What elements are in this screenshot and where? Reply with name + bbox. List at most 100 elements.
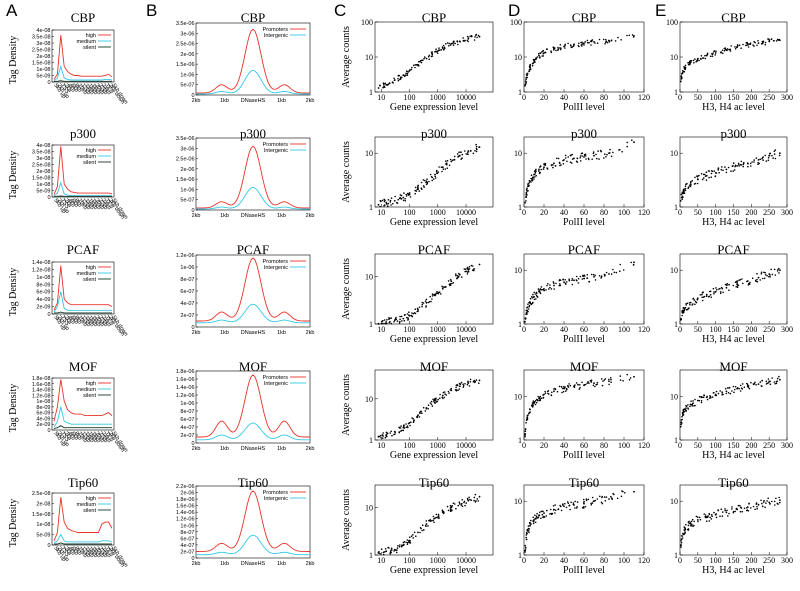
panel-e-xtick-label: 200 bbox=[745, 441, 757, 450]
panel-c-point bbox=[460, 504, 463, 506]
panel-c-point bbox=[429, 295, 432, 298]
panel-d-xtick-label: 20 bbox=[540, 556, 548, 565]
panel-e-point bbox=[710, 518, 713, 520]
panel-a-xtick-label: 6kb bbox=[69, 315, 79, 326]
panel-b-ytick-label: 3.5e-06 bbox=[176, 21, 195, 27]
panel-e-point bbox=[690, 524, 693, 527]
panel-a-ylabel: Tag Density bbox=[8, 36, 19, 84]
panel-b-ytick-label: 1.5e-06 bbox=[176, 62, 195, 68]
panel-c-point bbox=[447, 390, 450, 393]
panel-e-point bbox=[762, 501, 765, 503]
panel-d-xtick-label: 0 bbox=[522, 441, 526, 450]
panel-c-point bbox=[394, 318, 397, 320]
panel-e-xlabel: H3, H4 ac level bbox=[702, 217, 765, 228]
panel-d-point bbox=[538, 290, 540, 292]
panel-c-xtick-label: 10000 bbox=[456, 208, 476, 217]
panel-e-point bbox=[682, 191, 685, 193]
panel-d-point bbox=[554, 47, 556, 49]
panel-c-point bbox=[403, 424, 405, 426]
panel-d-point bbox=[583, 277, 585, 280]
panel-a-xtick-label: TES bbox=[104, 83, 115, 95]
panel-e-point bbox=[681, 537, 684, 539]
panel-a-xtick-label: 4kb bbox=[66, 546, 76, 557]
panel-c-point bbox=[387, 199, 390, 201]
panel-d-point bbox=[525, 536, 527, 539]
panel-e-point bbox=[680, 540, 682, 542]
panel-d-point bbox=[533, 401, 535, 403]
panel-e-point bbox=[681, 415, 683, 418]
panel-d-point bbox=[579, 160, 582, 162]
panel-e-point bbox=[719, 292, 722, 295]
panel-c-point bbox=[421, 529, 423, 532]
panel-c-point bbox=[457, 389, 459, 392]
panel-c-ytick-label: 10 bbox=[365, 273, 373, 282]
panel-c-point bbox=[434, 293, 437, 296]
panel-d-point bbox=[606, 41, 609, 44]
panel-d-point bbox=[571, 279, 573, 282]
panel-d-point bbox=[526, 415, 529, 417]
panel-d-point bbox=[570, 501, 572, 504]
panel-b-xtick-label: 2kb bbox=[306, 561, 315, 567]
panel-c-point bbox=[466, 35, 469, 38]
panel-c-point bbox=[393, 77, 395, 80]
panel-b-axes-box bbox=[195, 137, 311, 211]
panel-c-point bbox=[419, 60, 421, 63]
panel-b-ytick-label: 2e-06 bbox=[180, 167, 194, 173]
panel-c-point bbox=[414, 192, 417, 195]
panel-c-point bbox=[412, 312, 415, 315]
panel-c-point bbox=[476, 148, 478, 151]
panel-c-point bbox=[412, 417, 414, 420]
panel-e-point bbox=[714, 54, 716, 56]
panel-d-point bbox=[528, 184, 530, 187]
panel-c-point bbox=[446, 505, 449, 508]
panel-d-xtick-label: 120 bbox=[638, 556, 650, 565]
panel-c-point bbox=[466, 273, 469, 275]
panel-a-xtick-label: 18kb bbox=[90, 431, 102, 444]
panel-c-point bbox=[418, 306, 421, 309]
panel-a-xtick-label: 16kb bbox=[86, 83, 98, 96]
panel-e-xtick-label: 0 bbox=[678, 208, 682, 217]
panel-c-point bbox=[466, 39, 469, 42]
panel-c-point bbox=[473, 379, 476, 382]
panel-c-point bbox=[383, 200, 386, 203]
panel-d-xtick-label: 100 bbox=[618, 93, 630, 102]
panel-c-point bbox=[420, 181, 423, 184]
panel-a-legend-label: silent bbox=[83, 45, 96, 51]
panel-b-xtick-label: 2kb bbox=[306, 446, 315, 452]
panel-c-point bbox=[381, 199, 384, 202]
panel-c-point bbox=[404, 197, 406, 200]
panel-d-point bbox=[524, 544, 526, 547]
panel-c-point bbox=[398, 322, 401, 324]
panel-e-point bbox=[776, 502, 779, 505]
panel-c-point bbox=[467, 499, 470, 502]
panel-e-point bbox=[710, 296, 713, 299]
panel-e-point bbox=[748, 502, 750, 505]
panel-c-point bbox=[467, 40, 469, 43]
panel-e-point bbox=[685, 407, 687, 409]
panel-c-point bbox=[431, 293, 434, 296]
panel-c-point bbox=[472, 152, 475, 155]
panel-d-point bbox=[547, 390, 550, 392]
panel-c-point bbox=[413, 312, 416, 314]
panel-e-point bbox=[742, 43, 744, 46]
panel-e-point bbox=[769, 274, 771, 276]
panel-d-point bbox=[568, 279, 571, 282]
panel-e-point bbox=[723, 49, 726, 52]
panel-e-point bbox=[763, 500, 765, 502]
panel-e-xlabel: H3, H4 ac level bbox=[702, 450, 765, 461]
plots-layer: CBP05e-091e-081.5e-082e-082.5e-083e-083.… bbox=[8, 10, 793, 576]
panel-c-point bbox=[464, 504, 466, 507]
panel-d-xtick-label: 60 bbox=[580, 556, 588, 565]
panel-c-point bbox=[399, 320, 401, 323]
panel-e-point bbox=[685, 409, 687, 412]
panel-c-point bbox=[415, 64, 418, 66]
panel-d-point bbox=[609, 152, 611, 154]
panel-c-point bbox=[385, 201, 388, 204]
panel-e-point bbox=[769, 276, 771, 278]
panel-e-point bbox=[779, 501, 781, 504]
panel-a-xtick-label: 24kb bbox=[100, 198, 112, 211]
panel-d-point bbox=[532, 516, 534, 519]
panel-c-point bbox=[423, 57, 425, 60]
panel-d-point bbox=[568, 504, 571, 507]
panel-e-point bbox=[728, 48, 730, 51]
